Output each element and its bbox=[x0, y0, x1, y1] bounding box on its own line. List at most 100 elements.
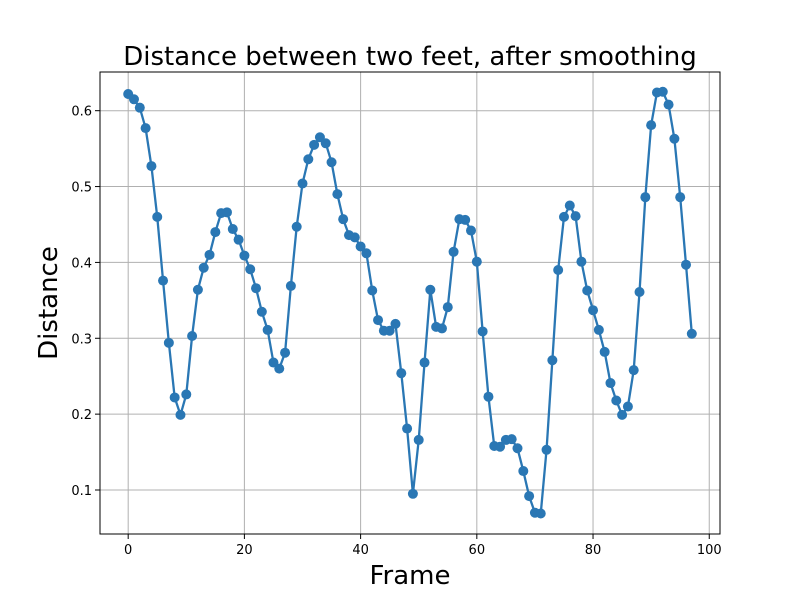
data-point bbox=[407, 488, 418, 499]
series-layer bbox=[123, 86, 697, 519]
y-axis: 0.1 0.2 0.3 0.4 0.5 0.6 bbox=[71, 105, 100, 499]
data-point bbox=[280, 347, 291, 358]
data-point bbox=[187, 331, 198, 341]
x-tick-label: 20 bbox=[236, 543, 253, 558]
data-point bbox=[227, 224, 238, 235]
data-point bbox=[291, 221, 302, 232]
data-point bbox=[175, 409, 186, 420]
data-point bbox=[593, 324, 604, 335]
data-point bbox=[634, 287, 645, 297]
data-point bbox=[349, 232, 360, 243]
data-point bbox=[570, 211, 581, 222]
data-point bbox=[622, 401, 633, 412]
data-point bbox=[297, 178, 308, 189]
data-point bbox=[686, 328, 697, 339]
data-point bbox=[460, 214, 471, 225]
data-point bbox=[588, 305, 599, 316]
data-point bbox=[128, 94, 139, 105]
data-point bbox=[134, 102, 145, 113]
data-point bbox=[495, 441, 506, 452]
data-point bbox=[158, 275, 169, 286]
x-axis: 0 20 40 60 80 100 bbox=[124, 534, 722, 558]
data-point bbox=[512, 443, 523, 454]
data-point bbox=[163, 337, 174, 348]
data-point bbox=[285, 280, 296, 291]
y-tick-label: 0.3 bbox=[71, 332, 92, 347]
data-point bbox=[239, 250, 250, 261]
x-tick-label: 40 bbox=[352, 543, 369, 558]
y-tick-label: 0.1 bbox=[71, 484, 92, 499]
data-point bbox=[192, 284, 203, 295]
data-point bbox=[355, 241, 366, 252]
data-point bbox=[657, 86, 668, 97]
data-point bbox=[471, 256, 482, 267]
data-point bbox=[541, 444, 552, 455]
data-point bbox=[210, 227, 221, 238]
data-point bbox=[169, 392, 180, 403]
data-point bbox=[419, 357, 430, 368]
data-point bbox=[332, 189, 343, 200]
data-point bbox=[198, 262, 209, 273]
data-point bbox=[518, 466, 529, 477]
data-point bbox=[663, 99, 674, 110]
data-point bbox=[605, 378, 616, 389]
data-point bbox=[413, 434, 424, 445]
data-point bbox=[675, 192, 686, 203]
plot-frame bbox=[99, 71, 721, 535]
data-point bbox=[564, 200, 575, 211]
data-point bbox=[436, 323, 447, 334]
x-axis-label: Frame bbox=[369, 561, 450, 591]
data-point bbox=[361, 248, 372, 259]
data-point bbox=[402, 423, 413, 434]
data-point bbox=[390, 318, 401, 329]
data-point bbox=[681, 259, 692, 270]
x-tick-label: 100 bbox=[697, 543, 722, 558]
grid bbox=[100, 72, 720, 534]
data-point bbox=[152, 211, 163, 222]
data-point bbox=[274, 363, 285, 374]
data-point bbox=[524, 491, 535, 502]
data-point bbox=[221, 207, 232, 218]
data-point bbox=[558, 211, 569, 222]
data-point bbox=[140, 123, 151, 134]
y-tick-label: 0.4 bbox=[71, 256, 92, 271]
data-point bbox=[367, 285, 378, 296]
data-point bbox=[181, 389, 192, 400]
data-point bbox=[146, 161, 157, 172]
data-point bbox=[338, 214, 349, 225]
x-tick-label: 0 bbox=[124, 543, 132, 558]
data-point bbox=[251, 283, 262, 294]
data-point bbox=[640, 192, 651, 203]
data-point bbox=[326, 157, 337, 168]
data-point bbox=[535, 508, 546, 519]
data-point bbox=[547, 355, 558, 366]
data-point bbox=[611, 395, 622, 406]
data-point bbox=[204, 249, 215, 260]
data-point bbox=[309, 139, 320, 150]
x-tick-label: 80 bbox=[585, 543, 602, 558]
data-point bbox=[477, 326, 488, 337]
data-point bbox=[303, 154, 314, 165]
data-point bbox=[245, 264, 256, 275]
data-point bbox=[669, 133, 680, 144]
data-point bbox=[628, 365, 639, 376]
y-tick-label: 0.5 bbox=[71, 181, 92, 196]
data-point bbox=[425, 284, 436, 295]
series-line bbox=[127, 90, 693, 515]
y-tick-label: 0.2 bbox=[71, 408, 92, 423]
y-tick-label: 0.6 bbox=[71, 105, 92, 120]
data-point bbox=[576, 256, 587, 267]
data-point bbox=[384, 325, 395, 336]
data-point bbox=[553, 265, 564, 275]
data-point bbox=[262, 324, 273, 335]
data-point bbox=[442, 302, 453, 313]
data-point bbox=[466, 225, 477, 236]
data-point bbox=[373, 315, 384, 326]
data-point bbox=[646, 120, 657, 131]
data-point bbox=[582, 285, 593, 296]
data-point bbox=[396, 368, 407, 379]
data-point bbox=[233, 234, 244, 245]
data-point bbox=[506, 434, 517, 445]
data-point bbox=[617, 409, 628, 420]
data-point bbox=[320, 138, 331, 149]
